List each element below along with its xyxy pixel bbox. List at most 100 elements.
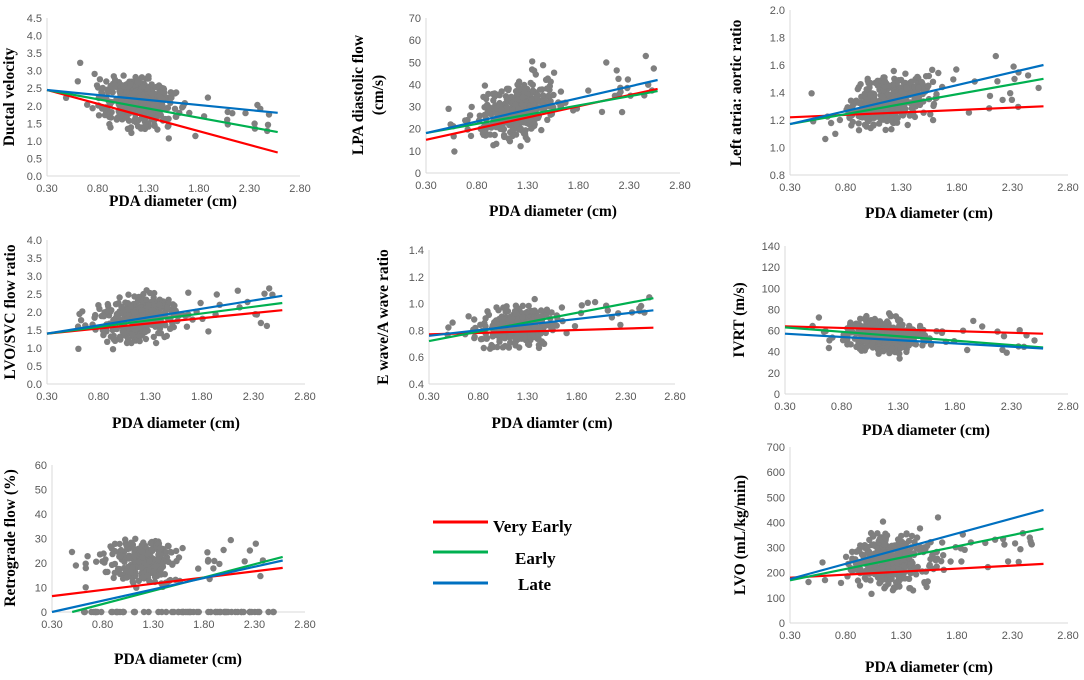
data-point — [241, 558, 248, 565]
scatter-points — [74, 285, 276, 353]
x-axis-label: PDA diameter (cm) — [865, 205, 993, 222]
data-point — [143, 296, 150, 303]
data-point — [523, 308, 531, 316]
data-point — [161, 89, 168, 97]
y-tick-label: 40 — [35, 509, 47, 521]
data-point — [205, 328, 212, 335]
data-point — [819, 559, 826, 566]
data-point — [222, 608, 229, 616]
data-point — [880, 348, 887, 355]
data-point — [210, 565, 217, 572]
y-tick-label: 4.0 — [27, 235, 42, 247]
data-point — [125, 291, 132, 298]
x-tick-label: 2.80 — [669, 180, 690, 192]
trendline-late — [425, 78, 658, 135]
y-tick-label: 3.5 — [27, 48, 42, 60]
data-point — [887, 576, 895, 583]
y-tick-label: 400 — [767, 517, 785, 529]
y-tick-label: 60 — [409, 35, 421, 47]
data-point — [154, 126, 161, 133]
data-point — [501, 133, 508, 141]
data-point — [950, 76, 957, 83]
y-tick-label: 700 — [767, 442, 785, 454]
data-point — [261, 290, 268, 297]
y-tick-label: 40 — [768, 347, 780, 359]
y-tick-label: 3.0 — [27, 66, 42, 78]
data-point — [958, 558, 965, 565]
x-tick-label: 2.80 — [1057, 401, 1078, 413]
data-point — [538, 307, 545, 314]
data-point — [876, 580, 883, 587]
x-tick-label: 1.30 — [137, 183, 158, 195]
data-point — [197, 299, 204, 307]
x-tick-label: 2.30 — [615, 391, 636, 403]
data-point — [924, 578, 931, 585]
data-point — [123, 574, 131, 581]
y-axis-label: IVRT (m/s) — [731, 282, 748, 357]
y-tick-label: 50 — [35, 485, 47, 497]
data-point — [494, 343, 501, 351]
data-point — [465, 313, 472, 320]
y-tick-label: 60 — [35, 460, 47, 472]
y-tick-label: 4.5 — [27, 13, 42, 25]
data-point — [1024, 72, 1032, 79]
data-point — [870, 541, 877, 548]
data-point — [490, 142, 497, 149]
data-point — [584, 299, 591, 306]
data-point — [137, 564, 145, 571]
data-point — [867, 124, 874, 132]
data-point — [155, 608, 162, 616]
data-point — [864, 549, 871, 556]
trendline-early — [789, 77, 1044, 126]
x-tick-label: 0.80 — [835, 630, 856, 642]
data-point — [116, 88, 123, 95]
y-tick-label: 80 — [768, 304, 780, 316]
x-tick-label: 0.30 — [415, 180, 436, 192]
y-tick-label: 1.2 — [409, 272, 424, 284]
x-axis-label: PDA diameter (cm) — [109, 193, 237, 210]
data-point — [913, 534, 921, 541]
data-point — [140, 99, 147, 106]
data-point — [264, 121, 272, 128]
data-point — [892, 313, 900, 320]
data-point — [464, 116, 471, 124]
scatter-points — [808, 52, 1042, 143]
y-tick-label: 100 — [767, 593, 785, 605]
y-tick-label: 0 — [41, 607, 47, 619]
data-point — [171, 302, 178, 309]
data-point — [879, 518, 887, 525]
scatter-points — [809, 310, 1038, 362]
y-tick-label: 500 — [767, 492, 785, 504]
data-point — [109, 346, 117, 353]
data-point — [142, 335, 150, 343]
data-point — [91, 314, 98, 321]
data-point — [544, 116, 551, 124]
data-point — [246, 547, 254, 554]
panel-ivrt: 0 20 40 60 80 100 120 140 0.30 0.80 1.30 1.80 2.30 2.… — [731, 241, 1079, 439]
y-tick-label: 1.0 — [409, 299, 424, 311]
data-point — [491, 90, 498, 97]
data-point — [925, 72, 933, 80]
y-tick-label: 30 — [409, 102, 421, 114]
data-point — [485, 90, 492, 98]
data-point — [484, 109, 492, 117]
data-point — [108, 545, 115, 552]
data-point — [915, 84, 922, 92]
data-point — [908, 111, 915, 119]
x-axis-label: PDA diameter (cm) — [489, 203, 617, 220]
data-point — [173, 547, 180, 555]
x-tick-label: 2.30 — [1002, 182, 1023, 194]
x-tick-label: 2.30 — [1002, 630, 1023, 642]
data-point — [509, 132, 516, 140]
data-point — [617, 88, 624, 96]
data-point — [120, 72, 127, 79]
data-point — [499, 126, 506, 133]
data-point — [220, 546, 227, 554]
data-point — [484, 101, 491, 109]
data-point — [864, 543, 871, 551]
data-point — [477, 336, 485, 343]
data-point — [482, 323, 489, 330]
data-point — [650, 65, 657, 72]
data-point — [152, 339, 160, 347]
x-tick-label: 1.80 — [944, 401, 965, 413]
